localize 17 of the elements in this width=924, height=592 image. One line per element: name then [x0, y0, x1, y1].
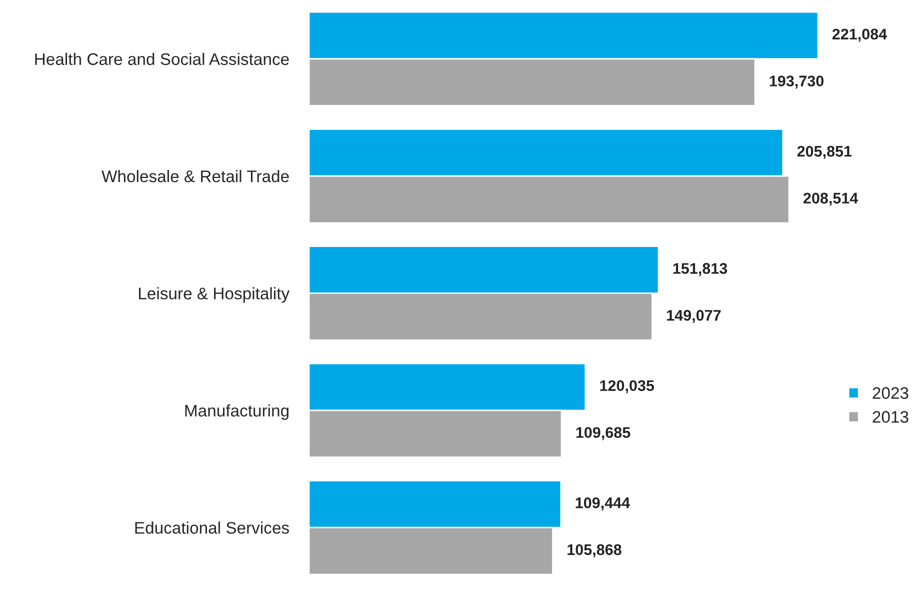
data-label: 109,444 — [576, 497, 630, 510]
data-label: 105,868 — [568, 544, 622, 558]
data-label: 205,851 — [797, 146, 852, 159]
data-label: 193,730 — [770, 76, 824, 89]
y-tick-label: Wholesale & Retail Trade — [102, 170, 289, 182]
legend-label: 2013 — [872, 411, 908, 423]
y-tick-label: Leisure & Hospitality — [139, 287, 290, 303]
data-label: 109,685 — [576, 427, 630, 440]
y-tick-label: Manufacturing — [185, 404, 288, 420]
data-label: 151,813 — [673, 263, 728, 276]
data-label: 208,514 — [803, 192, 858, 206]
data-label: 149,077 — [667, 310, 721, 323]
data-label: 120,035 — [600, 380, 654, 394]
y-tick-label: Educational Services — [135, 522, 289, 534]
y-tick-label: Health Care and Social Assistance — [35, 52, 289, 66]
legend-label: 2023 — [872, 387, 908, 399]
data-label: 221,084 — [832, 28, 888, 42]
